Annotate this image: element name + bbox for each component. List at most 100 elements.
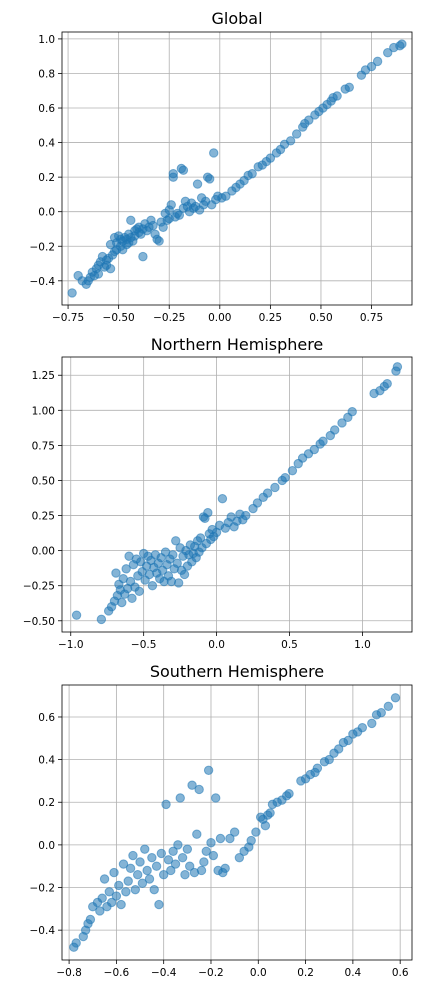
data-point [382,378,392,389]
data-point [178,165,189,175]
data-point [118,859,129,869]
data-point [106,897,117,908]
data-point [130,884,141,895]
data-point [225,833,235,844]
data-point [392,362,403,372]
y-tick-label: −0.4 [30,925,56,937]
y-tick-label: −0.2 [30,241,56,253]
y-tick-label: 0.0 [38,207,55,219]
y-tick-label: 0.2 [38,172,55,184]
data-point [196,865,207,876]
data-point [137,878,148,888]
data-point [168,168,178,179]
data-point [194,784,204,795]
data-point [104,887,115,897]
chart-panel-1: −0.75 −0.50 −0.25 0.00 0.25 0.50 0.75 −0.4 −0.2 0… [30,9,413,324]
data-point [97,893,107,903]
data-point [280,472,290,483]
y-tick-label: 0.4 [38,755,55,767]
data-point [99,874,110,884]
data-point [229,827,240,837]
data-point [330,425,340,435]
data-point [397,39,407,49]
y-tick-label: 0.4 [38,138,55,150]
data-point [367,718,377,729]
y-tick-label: 0.6 [38,712,55,724]
x-tick-label: 0.6 [392,967,409,979]
data-point [337,418,347,428]
data-point [168,550,178,560]
chart-title: Global [211,9,262,28]
y-tick-label: −0.4 [30,276,56,288]
data-point [182,844,193,854]
data-point [180,870,190,880]
x-tick-label: −0.25 [153,312,185,324]
chart-panel-3: −0.8 −0.6 −0.4 −0.2 0.0 0.2 0.4 0.6 −0.4 −0.2 0.0 0… [30,662,413,979]
y-tick-label: 0.0 [38,840,55,852]
y-tick-label: 0.6 [38,103,55,115]
data-point [161,799,171,810]
y-tick-label: −0.2 [30,883,56,895]
y-tick-label: 0.8 [38,68,55,80]
x-tick-label: −0.8 [56,967,82,979]
data-point [171,536,181,546]
data-point [168,846,178,856]
data-point [111,568,121,578]
data-point [117,597,127,608]
chart-panel-2: −1.0 −0.5 0.0 0.5 1.0 −0.50 −0.25 0.00 0.25 0.50 0… [23,335,413,651]
y-tick-label: 1.0 [38,34,55,46]
x-tick-label: −0.50 [103,312,135,324]
data-point [105,264,116,274]
data-point [151,861,162,871]
data-point [116,899,126,910]
data-point [138,251,148,262]
x-tick-label: 0.25 [259,312,282,324]
data-point [285,136,296,146]
x-tick-label: 0.0 [208,639,225,651]
data-point [144,874,155,884]
y-tick-label: −0.25 [23,581,55,593]
data-point [163,855,174,865]
data-point [324,754,334,765]
data-point [246,835,256,846]
data-point [343,735,353,746]
data-point [125,863,136,874]
data-point [383,48,393,58]
data-point [126,215,136,226]
data-point [85,914,96,925]
data-point [128,850,138,861]
data-point [304,115,314,125]
data-point [201,846,211,856]
data-point [221,191,231,201]
y-tick-label: 0.00 [32,546,55,558]
data-point [140,844,150,854]
data-point [217,494,228,504]
data-point [195,533,206,543]
data-point [149,884,159,895]
x-tick-label: 0.4 [345,967,362,979]
x-tick-label: 0.00 [208,312,231,324]
data-point [158,222,168,232]
data-point [173,840,183,850]
data-point [147,581,158,591]
data-point [199,857,209,867]
x-tick-label: −0.4 [151,967,177,979]
x-tick-label: −1.0 [58,639,84,651]
data-point [203,508,213,518]
data-point [366,61,377,72]
data-point [174,210,185,220]
plot-frame [61,31,413,306]
data-point [312,763,323,773]
data-point [309,444,319,455]
chart-title: Southern Hemisphere [150,662,324,681]
data-point [179,569,190,580]
data-point [114,880,124,891]
data-point [270,482,280,493]
y-tick-label: 1.00 [32,405,55,417]
x-tick-label: 0.50 [309,312,332,324]
data-point [185,861,195,871]
data-point [208,850,219,861]
data-point [192,179,203,189]
x-tick-label: 0.0 [250,967,267,979]
y-tick-label: 0.25 [32,511,55,523]
